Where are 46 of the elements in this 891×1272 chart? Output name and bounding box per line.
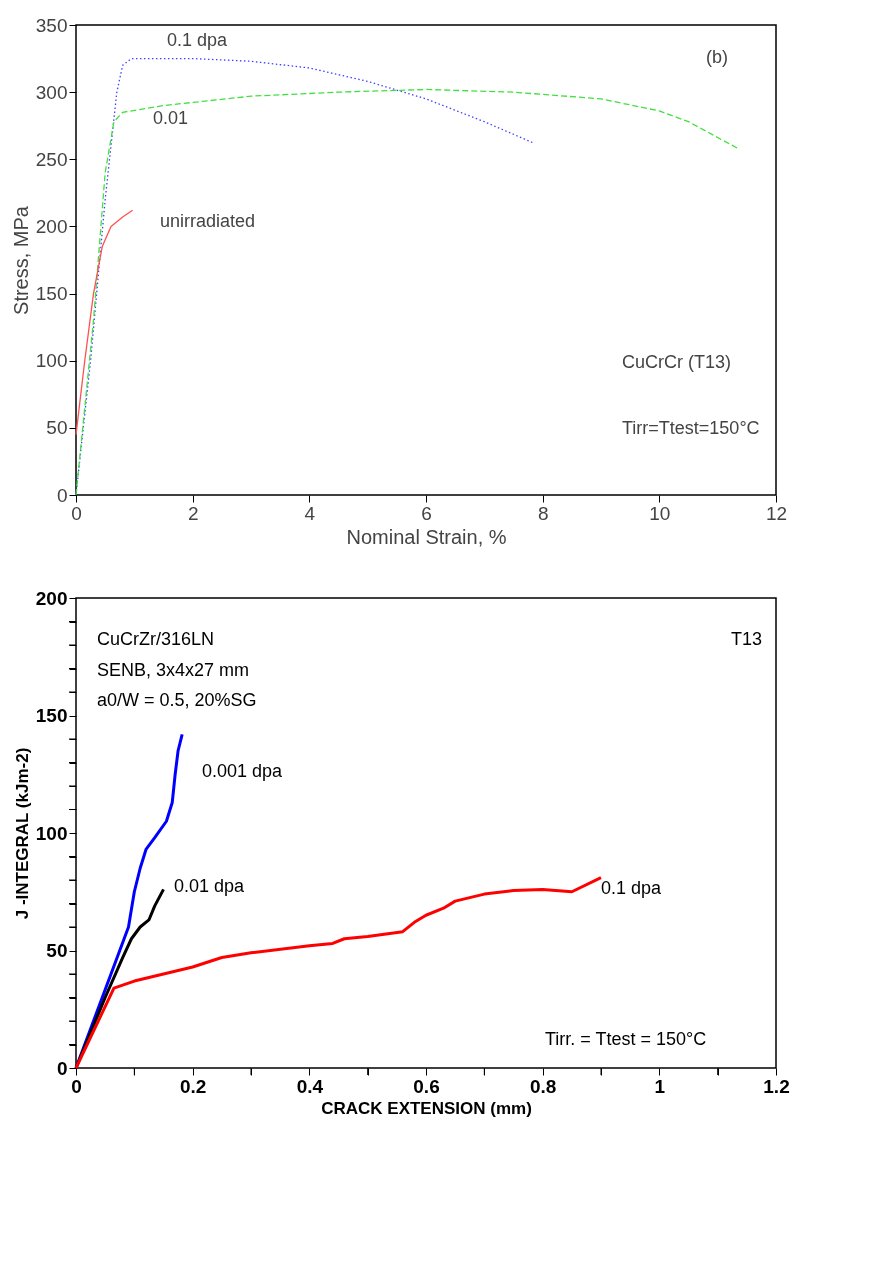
x-tick-label: 4 — [304, 502, 316, 524]
annotation: 0.1 dpa — [167, 30, 229, 51]
annotation: 0.001 dpa — [202, 760, 284, 781]
x-tick-label: 6 — [421, 502, 432, 524]
annotation: unirradiated — [160, 211, 256, 232]
x-axis-title: CRACK EXTENSION (mm) — [321, 1098, 532, 1118]
y-tick-label: 100 — [35, 822, 68, 844]
x-tick-label: 0.4 — [296, 1075, 324, 1097]
annotation: T13 — [730, 629, 762, 650]
y-axis-title: Stress, MPa — [9, 205, 32, 315]
y-tick-label: 200 — [35, 587, 68, 609]
y-axis-title: J -INTEGRAL (kJm-2) — [12, 747, 32, 920]
annotation: 0.01 — [153, 108, 189, 128]
annotation: CuCrCr (T13) — [622, 352, 732, 373]
y-tick-label: 100 — [35, 350, 68, 372]
x-tick-label: 8 — [537, 502, 549, 524]
x-tick-label: 12 — [765, 502, 788, 524]
x-tick-label: 1 — [654, 1075, 666, 1097]
x-tick-label: 2 — [187, 502, 199, 524]
y-tick-label: 200 — [35, 215, 68, 237]
y-tick-label: 150 — [35, 705, 68, 726]
line-series — [75, 209, 134, 436]
annotation: Tirr=Ttest=150°C — [622, 418, 760, 439]
x-tick-label: 0 — [71, 502, 82, 524]
y-tick-label: 250 — [35, 148, 68, 170]
x-tick-label: 10 — [649, 502, 671, 524]
y-tick-label: 150 — [35, 283, 68, 305]
x-tick-label: 0 — [71, 1075, 82, 1097]
y-tick-label: 50 — [46, 417, 68, 439]
x-tick-label: 1.2 — [763, 1075, 790, 1097]
y-tick-label: 50 — [46, 940, 68, 961]
y-tick-label: 350 — [35, 14, 68, 36]
annotation: 0.01 dpa — [174, 876, 246, 897]
annotation: CuCrZr/316LN — [97, 629, 215, 650]
annotation: Tirr. = Ttest = 150°C — [545, 1028, 707, 1049]
x-tick-label: 0.2 — [179, 1075, 207, 1097]
annotation: (b) — [706, 46, 728, 67]
y-tick-label: 0 — [56, 1057, 68, 1079]
y-tick-label: 300 — [35, 81, 68, 103]
annotation: a0/W = 0.5, 20%SG — [97, 690, 257, 711]
x-tick-label: 0.8 — [529, 1075, 557, 1097]
annotation: SENB, 3x4x27 mm — [97, 659, 250, 680]
y-tick-label: 0 — [56, 484, 68, 506]
x-tick-label: 0.6 — [413, 1075, 440, 1097]
annotation: 0.1 dpa — [601, 878, 663, 899]
x-axis-title: Nominal Strain, % — [346, 525, 507, 548]
